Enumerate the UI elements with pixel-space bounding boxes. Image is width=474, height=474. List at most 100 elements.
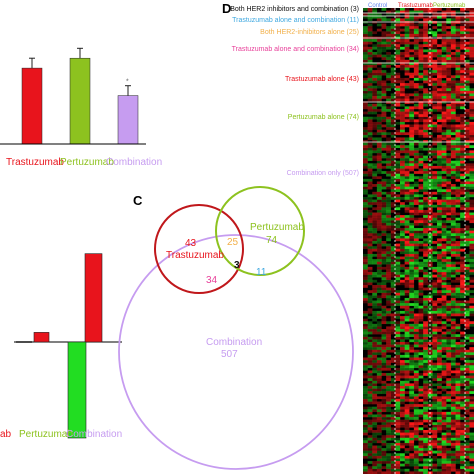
heatmap-cell	[455, 204, 461, 208]
heatmap-cell	[460, 313, 465, 317]
heatmap-cell	[395, 292, 401, 296]
heatmap-cell	[450, 292, 456, 296]
heatmap-cell	[390, 114, 396, 117]
heatmap-cell	[441, 414, 447, 418]
heatmap-cell	[363, 393, 368, 397]
heatmap-cell	[413, 264, 419, 268]
heatmap-cell	[367, 329, 373, 332]
heatmap-cell	[450, 212, 456, 216]
heatmap-cell	[386, 121, 391, 125]
heatmap-cell	[390, 209, 396, 213]
heatmap-cell	[455, 313, 461, 317]
heatmap-cell	[367, 466, 373, 470]
heatmap-cell	[395, 455, 401, 459]
heatmap-cell	[432, 83, 438, 86]
heatmap-cell	[437, 266, 442, 270]
heatmap-cell	[381, 336, 387, 340]
heatmap-cell	[450, 349, 456, 353]
heatmap-cell	[386, 194, 391, 198]
heatmap-cell	[413, 165, 419, 169]
panel-c-letter: C	[133, 193, 143, 208]
heatmap-cell	[455, 295, 461, 299]
heatmap-cell	[381, 388, 387, 392]
heatmap-cell	[427, 108, 433, 112]
heatmap-cell	[381, 207, 387, 211]
heatmap-cell	[464, 155, 470, 159]
heatmap-cell	[376, 75, 382, 79]
heatmap-cell	[363, 292, 368, 296]
heatmap-cell	[395, 222, 401, 226]
heatmap-cell	[427, 10, 433, 14]
heatmap-cell	[400, 33, 405, 37]
heatmap-cell	[381, 310, 387, 314]
heatmap-cell	[455, 230, 461, 234]
heatmap-cell	[441, 411, 447, 415]
heatmap-cell	[450, 463, 456, 467]
heatmap-cell	[418, 393, 424, 397]
heatmap-cell	[437, 209, 442, 213]
heatmap-cell	[395, 424, 401, 428]
heatmap-cell	[437, 422, 442, 426]
heatmap-cell	[437, 215, 442, 218]
heatmap-cell	[460, 471, 465, 474]
heatmap-cell	[469, 313, 474, 317]
heatmap-cell	[418, 404, 424, 407]
heatmap-cell	[386, 233, 391, 237]
heatmap-cell	[381, 440, 387, 444]
heatmap-cell	[395, 137, 401, 141]
heatmap-cell	[386, 303, 391, 306]
heatmap-cell	[404, 269, 410, 273]
heatmap-cell	[423, 445, 428, 449]
heatmap-cell	[376, 290, 382, 293]
heatmap-cell	[395, 88, 401, 92]
heatmap-cell	[404, 341, 410, 345]
heatmap-cell	[386, 287, 391, 291]
heatmap-cell	[363, 344, 368, 348]
heatmap-cell	[469, 114, 474, 117]
heatmap-cell	[367, 321, 373, 325]
heatmap-cell	[469, 388, 474, 392]
heatmap-cell	[367, 391, 373, 394]
heatmap-cell	[460, 264, 465, 268]
heatmap-cell	[469, 155, 474, 159]
heatmap-cell	[469, 259, 474, 262]
heatmap-cell	[404, 163, 410, 167]
heatmap-cell	[427, 414, 433, 418]
heatmap-cell	[400, 77, 405, 81]
heatmap-cell	[455, 404, 461, 407]
heatmap-cell	[450, 137, 456, 141]
heatmap-cell	[460, 406, 465, 410]
heatmap-cell	[455, 458, 461, 462]
heatmap-cell	[464, 127, 470, 130]
heatmap-cell	[469, 10, 474, 14]
bar-chart-top-label-pertuzumab: Pertuzumab	[60, 157, 114, 168]
heatmap-cell	[367, 165, 373, 169]
heatmap-cell	[376, 238, 382, 242]
heatmap-cell	[386, 360, 391, 363]
heatmap-cell	[469, 458, 474, 462]
heatmap-cell	[423, 409, 428, 413]
heatmap-cell	[418, 52, 424, 55]
heatmap-cell	[446, 344, 452, 348]
heatmap-cell	[390, 370, 396, 374]
heatmap-cell	[395, 10, 401, 14]
heatmap-cell	[409, 106, 415, 110]
heatmap-cell	[367, 54, 373, 58]
heatmap-cell	[427, 282, 433, 286]
heatmap-cell	[460, 215, 465, 218]
heatmap-cell	[363, 196, 368, 200]
heatmap-cell	[372, 31, 378, 35]
heatmap-cell	[441, 228, 447, 231]
heatmap-cell	[404, 124, 410, 128]
heatmap-cell	[464, 163, 470, 167]
heatmap-cell	[418, 471, 424, 474]
heatmap-cell	[395, 57, 401, 60]
heatmap-cell	[432, 373, 438, 376]
heatmap-cell	[372, 393, 378, 397]
heatmap-cell	[386, 83, 391, 86]
heatmap-cell	[469, 341, 474, 345]
heatmap-cell	[432, 13, 438, 16]
heatmap-cell	[381, 466, 387, 470]
heatmap-cell	[390, 103, 396, 107]
heatmap-cell	[460, 375, 465, 379]
